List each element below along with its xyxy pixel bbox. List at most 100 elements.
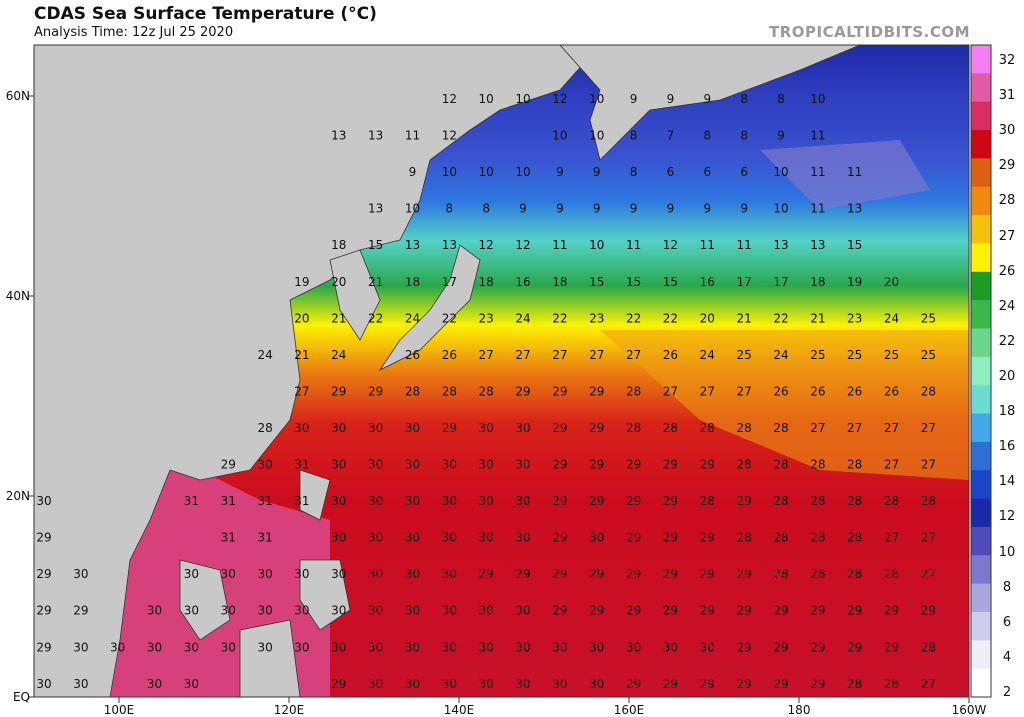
- sst-value: 29: [700, 458, 715, 472]
- sst-value: 29: [663, 567, 678, 581]
- sst-value: 28: [405, 384, 420, 398]
- sst-value: 24: [884, 311, 899, 325]
- sst-value: 12: [442, 129, 457, 143]
- sst-value: 11: [552, 238, 567, 252]
- sst-value: 29: [773, 677, 788, 691]
- sst-value: 30: [73, 567, 88, 581]
- sst-value: 12: [663, 238, 678, 252]
- sst-value: 6: [740, 165, 748, 179]
- sst-value: 30: [294, 421, 309, 435]
- sst-value: 30: [184, 677, 199, 691]
- sst-value: 26: [847, 384, 862, 398]
- sst-value: 6: [703, 165, 711, 179]
- sst-value: 30: [405, 458, 420, 472]
- sst-value: 30: [515, 604, 530, 618]
- sst-value: 28: [810, 567, 825, 581]
- sst-value: 11: [737, 238, 752, 252]
- colorbar-label: 8: [1002, 579, 1012, 595]
- sst-value: 31: [257, 494, 272, 508]
- sst-value: 30: [405, 677, 420, 691]
- sst-value: 29: [663, 458, 678, 472]
- sst-value: 28: [700, 421, 715, 435]
- sst-value: 30: [257, 604, 272, 618]
- sst-value: 30: [515, 531, 530, 545]
- colorbar-swatch: [971, 498, 991, 528]
- sst-value: 10: [405, 202, 420, 216]
- colorbar-swatch: [971, 215, 991, 244]
- sst-value: 29: [700, 567, 715, 581]
- colorbar-swatch: [971, 526, 991, 556]
- sst-value: 28: [847, 494, 862, 508]
- sst-value: 29: [552, 384, 567, 398]
- sst-value: 29: [737, 604, 752, 618]
- sst-value: 18: [405, 275, 420, 289]
- sst-value: 26: [405, 348, 420, 362]
- sst-value: 9: [556, 202, 564, 216]
- sst-value: 25: [921, 348, 936, 362]
- lon-label-160w: 160W: [951, 703, 987, 717]
- sst-value: 29: [663, 531, 678, 545]
- sst-value: 24: [257, 348, 272, 362]
- colorbar-frame: [970, 44, 992, 698]
- sst-value: 29: [663, 494, 678, 508]
- sst-value: 10: [589, 92, 604, 106]
- sst-value: 30: [184, 640, 199, 654]
- sst-value: 9: [593, 165, 601, 179]
- sst-value: 29: [700, 531, 715, 545]
- sst-value: 30: [368, 604, 383, 618]
- colorbar-label: 18: [998, 404, 1016, 420]
- colorbar-swatch: [971, 73, 991, 103]
- sst-value: 11: [626, 238, 641, 252]
- sst-value: 28: [921, 640, 936, 654]
- sst-value: 29: [331, 677, 346, 691]
- sst-value: 25: [921, 311, 936, 325]
- sst-value: 29: [921, 604, 936, 618]
- sst-value: 8: [740, 129, 748, 143]
- sst-value: 30: [147, 604, 162, 618]
- sst-value: 31: [294, 458, 309, 472]
- sst-value: 24: [700, 348, 715, 362]
- sst-value: 27: [884, 458, 899, 472]
- sst-value: 29: [552, 494, 567, 508]
- sst-value: 9: [409, 165, 417, 179]
- lon-label-140e: 140E: [443, 703, 475, 717]
- sst-value: 27: [663, 384, 678, 398]
- sst-value: 30: [442, 531, 457, 545]
- sst-value: 21: [368, 275, 383, 289]
- sst-value: 31: [221, 494, 236, 508]
- sst-value: 30: [479, 531, 494, 545]
- sst-value: 12: [552, 92, 567, 106]
- sst-value: 29: [663, 604, 678, 618]
- sst-value: 29: [626, 567, 641, 581]
- sst-value: 25: [737, 348, 752, 362]
- sst-value: 30: [479, 494, 494, 508]
- sst-value: 15: [663, 275, 678, 289]
- sst-value: 30: [257, 458, 272, 472]
- land-masses: [33, 44, 861, 698]
- sst-value: 9: [667, 92, 675, 106]
- sst-value: 10: [479, 92, 494, 106]
- sst-value: 20: [294, 311, 309, 325]
- sst-value: 29: [626, 494, 641, 508]
- sst-value: 28: [810, 458, 825, 472]
- colorbar-swatch: [971, 271, 991, 301]
- sst-value: 27: [737, 384, 752, 398]
- sst-value: 27: [921, 531, 936, 545]
- sst-value: 29: [737, 567, 752, 581]
- sst-value: 22: [442, 311, 457, 325]
- sst-value: 30: [442, 567, 457, 581]
- sst-value: 30: [405, 567, 420, 581]
- sst-value: 13: [773, 238, 788, 252]
- lat-label-40n: 40N: [5, 289, 30, 303]
- sst-value: 10: [515, 165, 530, 179]
- sst-value: 29: [626, 604, 641, 618]
- sst-value: 29: [589, 384, 604, 398]
- sst-value: 29: [36, 531, 51, 545]
- sst-value: 31: [294, 494, 309, 508]
- sst-value: 27: [626, 348, 641, 362]
- sst-value: 12: [442, 92, 457, 106]
- sst-value: 23: [589, 311, 604, 325]
- sst-value: 29: [773, 640, 788, 654]
- sst-value: 6: [667, 165, 675, 179]
- sst-value: 20: [331, 275, 346, 289]
